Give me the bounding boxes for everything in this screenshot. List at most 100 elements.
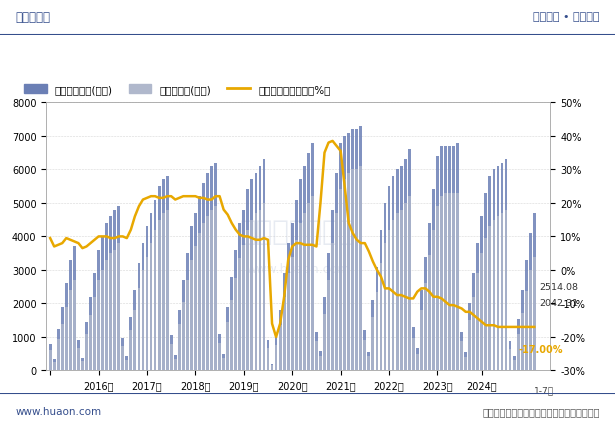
- Bar: [335, 213, 338, 371]
- Bar: [202, 224, 205, 371]
- Bar: [178, 325, 181, 371]
- Bar: [351, 170, 354, 371]
- Bar: [279, 311, 282, 371]
- Bar: [117, 244, 120, 371]
- Bar: [166, 210, 169, 371]
- Bar: [93, 297, 96, 371]
- Bar: [525, 260, 528, 371]
- Bar: [363, 340, 367, 371]
- Bar: [174, 359, 177, 371]
- Bar: [210, 210, 213, 371]
- Bar: [198, 197, 201, 371]
- Bar: [77, 348, 80, 371]
- Bar: [73, 280, 76, 371]
- Bar: [416, 348, 419, 371]
- Bar: [513, 356, 515, 371]
- Bar: [287, 273, 290, 371]
- Bar: [496, 167, 499, 371]
- Bar: [460, 342, 463, 371]
- Bar: [295, 240, 298, 371]
- Bar: [149, 213, 153, 371]
- Bar: [170, 344, 173, 371]
- Bar: [105, 224, 108, 371]
- Bar: [464, 357, 467, 371]
- Bar: [327, 253, 330, 371]
- Bar: [335, 173, 338, 371]
- Bar: [428, 224, 430, 371]
- Bar: [194, 213, 197, 371]
- Bar: [343, 136, 346, 371]
- Bar: [424, 257, 427, 371]
- Bar: [412, 338, 415, 371]
- Bar: [464, 352, 467, 371]
- Bar: [307, 153, 310, 371]
- Bar: [368, 357, 370, 371]
- Bar: [154, 230, 156, 371]
- Bar: [529, 271, 531, 371]
- Text: 华经产业研究院: 华经产业研究院: [240, 218, 357, 245]
- Bar: [400, 167, 403, 371]
- Bar: [101, 271, 104, 371]
- Bar: [327, 280, 330, 371]
- Bar: [496, 217, 499, 371]
- Bar: [436, 207, 439, 371]
- Bar: [517, 319, 520, 371]
- Bar: [218, 343, 221, 371]
- Bar: [311, 143, 314, 371]
- Bar: [408, 197, 411, 371]
- Bar: [295, 200, 298, 371]
- Bar: [121, 338, 124, 371]
- Bar: [154, 200, 156, 371]
- Bar: [315, 342, 318, 371]
- Bar: [521, 291, 523, 371]
- Bar: [384, 204, 386, 371]
- Bar: [432, 190, 435, 371]
- Bar: [105, 260, 108, 371]
- Bar: [416, 354, 419, 371]
- Bar: [291, 224, 293, 371]
- Bar: [157, 187, 161, 371]
- Text: www.huaon.com: www.huaon.com: [15, 406, 101, 416]
- Bar: [379, 264, 383, 371]
- Bar: [424, 284, 427, 371]
- Bar: [283, 297, 285, 371]
- Bar: [210, 167, 213, 371]
- Bar: [146, 227, 148, 371]
- Bar: [371, 300, 375, 371]
- Bar: [77, 340, 80, 371]
- Bar: [125, 357, 128, 371]
- Bar: [533, 257, 536, 371]
- Bar: [493, 220, 495, 371]
- Bar: [182, 302, 184, 371]
- Bar: [493, 170, 495, 371]
- Bar: [376, 292, 378, 371]
- Bar: [359, 127, 362, 371]
- Bar: [234, 250, 237, 371]
- Bar: [129, 317, 132, 371]
- Bar: [525, 291, 528, 371]
- Bar: [69, 291, 72, 371]
- Bar: [395, 213, 399, 371]
- Bar: [408, 150, 411, 371]
- Bar: [49, 351, 52, 371]
- Bar: [387, 230, 391, 371]
- Bar: [371, 317, 375, 371]
- Bar: [533, 213, 536, 371]
- Bar: [456, 143, 459, 371]
- Bar: [311, 197, 314, 371]
- Bar: [263, 204, 266, 371]
- Bar: [521, 313, 523, 371]
- Bar: [343, 180, 346, 371]
- Bar: [247, 230, 249, 371]
- Bar: [319, 351, 322, 371]
- Bar: [133, 291, 137, 371]
- Bar: [477, 244, 479, 371]
- Text: 2016-2024年7月安徽省房地产投资额及住宅投资额: 2016-2024年7月安徽省房地产投资额及住宅投资额: [161, 47, 454, 66]
- Bar: [275, 345, 277, 371]
- Bar: [420, 311, 423, 371]
- Bar: [198, 233, 201, 371]
- Bar: [113, 250, 116, 371]
- Bar: [202, 183, 205, 371]
- Bar: [436, 157, 439, 371]
- Bar: [472, 297, 475, 371]
